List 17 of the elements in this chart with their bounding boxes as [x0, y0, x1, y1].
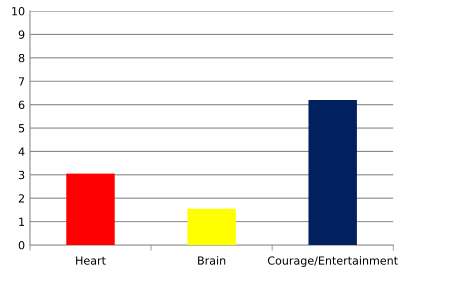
bar: [308, 100, 357, 246]
y-tick-label: 10: [12, 7, 24, 16]
y-tick-label: 1: [19, 218, 24, 226]
x-tick-label: Courage/Entertainment: [268, 256, 398, 267]
y-tick-label: 9: [18, 30, 24, 39]
y-tick-label: 5: [18, 124, 24, 132]
x-tick-label: Heart: [76, 256, 106, 265]
bar: [66, 174, 115, 246]
x-tick-label: Brain: [198, 256, 226, 265]
bar: [187, 208, 236, 246]
y-tick-label: 7: [18, 77, 24, 86]
y-tick-label: 2: [18, 194, 24, 202]
y-tick-label: 8: [18, 54, 24, 62]
y-tick-label: 6: [18, 100, 24, 110]
y-tick-label: 4: [18, 148, 24, 156]
y-tick-label: 3: [18, 170, 24, 180]
y-tick-label: 0: [18, 240, 24, 250]
